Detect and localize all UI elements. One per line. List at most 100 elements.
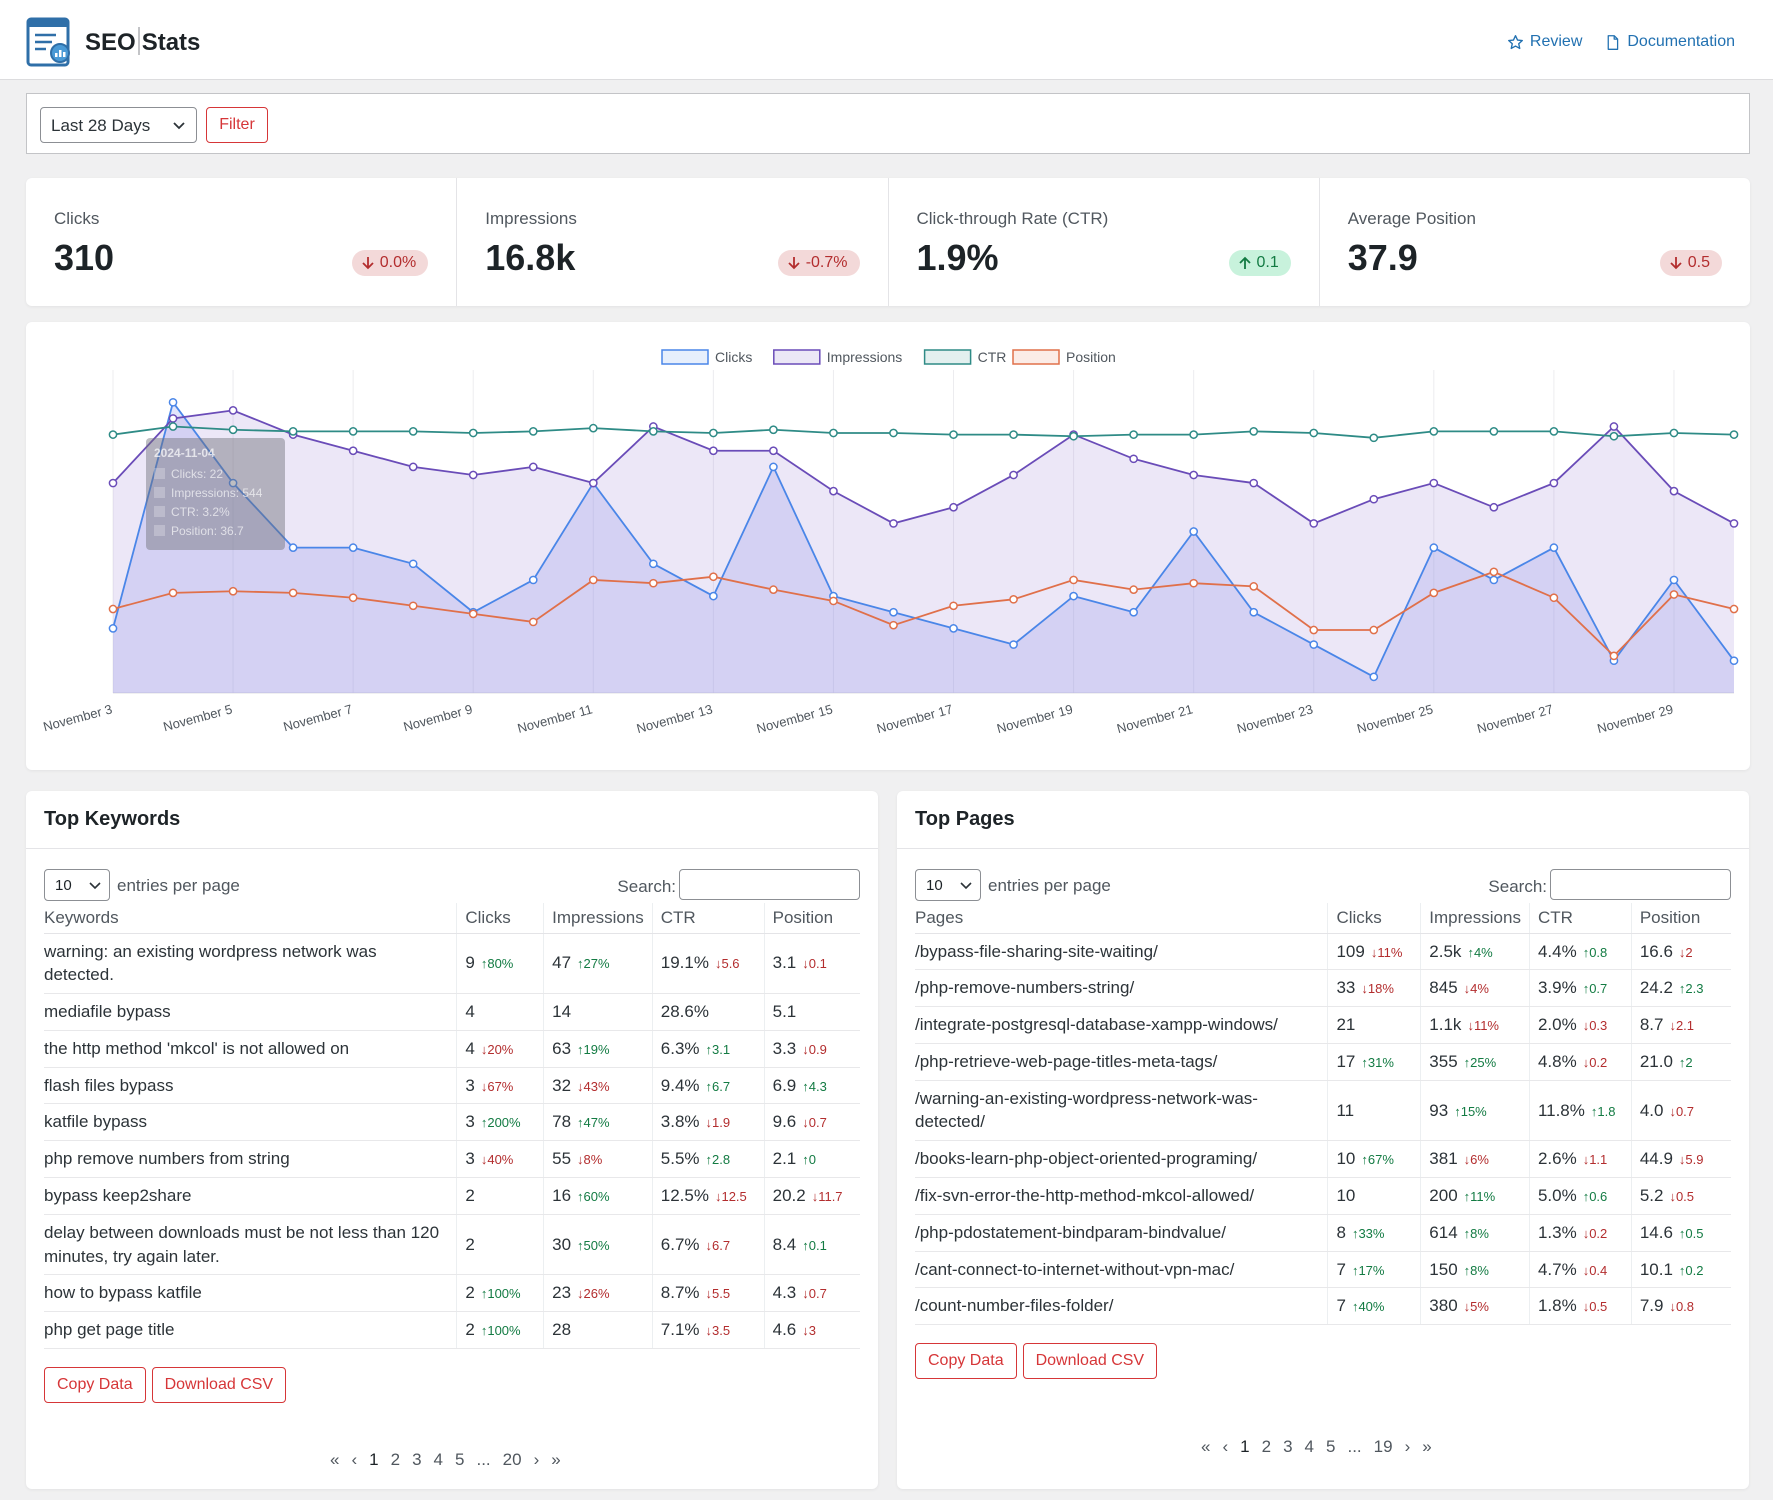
data-point [1309,625,1319,635]
cell-clicks: 10 [1327,1177,1421,1215]
chevron-down-icon [89,882,101,890]
legend-label: CTR [978,349,1007,365]
cell-value: 2 [465,1186,475,1206]
cell-value: 7.1% [660,1320,700,1340]
cell-value: 10 [1336,1149,1356,1169]
data-point [408,462,418,472]
cell-value: 8.4 [772,1234,797,1254]
column-header[interactable]: Clicks [1327,903,1421,934]
column-header[interactable]: CTR [651,903,765,934]
search-input[interactable] [679,869,860,900]
data-point [1669,486,1679,496]
column-header[interactable]: CTR [1528,903,1632,934]
copy-data-button[interactable]: Copy Data [44,1367,146,1404]
star-icon [1507,34,1523,49]
performance-chart[interactable]: November 3 November 5 November 7 November 9… [26,322,1750,770]
pager-link[interactable]: « [1201,1437,1211,1456]
tooltip-swatch [154,468,165,479]
row-name: /php-retrieve-web-page-titles-meta-tags/ [915,1043,1328,1081]
pager-link[interactable]: › [1404,1437,1411,1456]
cell-value: 11.8% [1537,1100,1585,1120]
x-tick-label: November 23 [1235,701,1314,736]
pager-link[interactable]: 3 [1283,1437,1293,1456]
cell-value: 2 [465,1320,475,1340]
cell-value: 2 [465,1283,475,1303]
column-header[interactable]: Pages [915,903,1328,934]
cell-value: 4 [465,1002,475,1022]
card-title: Top Keywords [26,791,878,849]
pager-link[interactable]: 1 [1240,1437,1250,1456]
search-input[interactable] [1550,869,1731,900]
review-link[interactable]: Review [1507,33,1582,51]
cell-value: 4.0 [1639,1100,1664,1120]
delta-indicator: ↓2 [1678,944,1693,960]
delta-indicator: ↑8% [1463,1225,1489,1241]
data-point [889,428,898,438]
cell-ctr: 4.8% ↓0.2 [1528,1043,1632,1081]
entries-per-page-select[interactable]: 10 [915,869,981,901]
pager-link[interactable]: › [533,1450,540,1469]
data-point [1729,430,1739,439]
delta-indicator: ↓2.1 [1669,1018,1695,1034]
cell-clicks: 11 [1327,1080,1421,1142]
delta-indicator: ↓6% [1463,1152,1489,1168]
delta-indicator: ↓0.5 [1582,1299,1608,1315]
pager-link[interactable]: » [1422,1437,1432,1456]
delta-indicator: ↑47% [577,1115,610,1131]
filter-button[interactable]: Filter [206,107,268,143]
cell-value: 3.1 [772,953,797,973]
pager-link[interactable]: 5 [455,1450,465,1469]
cell-impr: 55 ↓8% [543,1140,653,1179]
column-header[interactable]: Impressions [543,903,653,934]
pager-link[interactable]: « [330,1450,340,1469]
data-point [288,427,298,436]
pager-link[interactable]: ‹ [351,1450,358,1469]
download-csv-button[interactable]: Download CSV [151,1367,287,1404]
pager-link[interactable]: 19 [1373,1437,1393,1456]
pager-link[interactable]: ‹ [1222,1437,1229,1456]
pager-link[interactable]: 20 [502,1450,522,1469]
cell-ctr: 5.0% ↑0.6 [1528,1177,1632,1215]
data-point [1009,640,1018,649]
pager-link[interactable]: 1 [369,1450,379,1469]
cell-value: 7.9 [1639,1296,1664,1316]
pager-link[interactable]: 3 [412,1450,422,1469]
data-point [709,428,718,438]
entries-per-page-select[interactable]: 10 [44,869,110,901]
column-header[interactable]: Impressions [1420,903,1530,934]
pager-link[interactable]: 4 [433,1450,444,1469]
column-header[interactable]: Keywords [44,903,457,934]
delta-indicator: ↑4.3 [802,1078,827,1094]
copy-data-button[interactable]: Copy Data [915,1343,1017,1380]
cell-value: 23 [552,1283,572,1303]
delta-indicator: ↓12.5 [714,1189,747,1205]
delta-indicator: ↓0.7 [802,1286,827,1302]
documentation-link[interactable]: Documentation [1604,33,1735,51]
pager-link[interactable]: 5 [1326,1437,1336,1456]
cell-value: 17 [1336,1051,1356,1071]
pager-link[interactable]: 2 [390,1450,401,1469]
cell-value: 381 [1429,1149,1458,1169]
data-point [889,607,898,617]
data-point [108,624,118,633]
column-header[interactable]: Clicks [456,903,544,934]
data-point [1309,640,1319,649]
delta-indicator: ↓6.7 [705,1237,731,1253]
arrow-down-icon [788,257,800,270]
cell-clicks: 7 ↑17% [1327,1251,1421,1289]
cell-impr: 14 [543,993,653,1031]
cell-value: 28.6% [660,1002,709,1022]
delta-indicator: ↑67% [1361,1152,1394,1168]
column-header[interactable]: Position [1630,903,1731,934]
pager-link[interactable]: 4 [1304,1437,1315,1456]
download-csv-button[interactable]: Download CSV [1022,1343,1158,1380]
pager-link[interactable]: » [551,1450,561,1469]
delta-indicator: ↑0.7 [1582,981,1608,997]
search-label: Search: [617,877,676,896]
date-range-select[interactable]: Last 28 Days [40,107,197,143]
cell-clicks: 2 [456,1177,544,1215]
cell-value: 9.6 [772,1112,797,1132]
cell-value: 3.9% [1537,978,1577,998]
column-header[interactable]: Position [763,903,860,934]
pager-link[interactable]: 2 [1261,1437,1272,1456]
